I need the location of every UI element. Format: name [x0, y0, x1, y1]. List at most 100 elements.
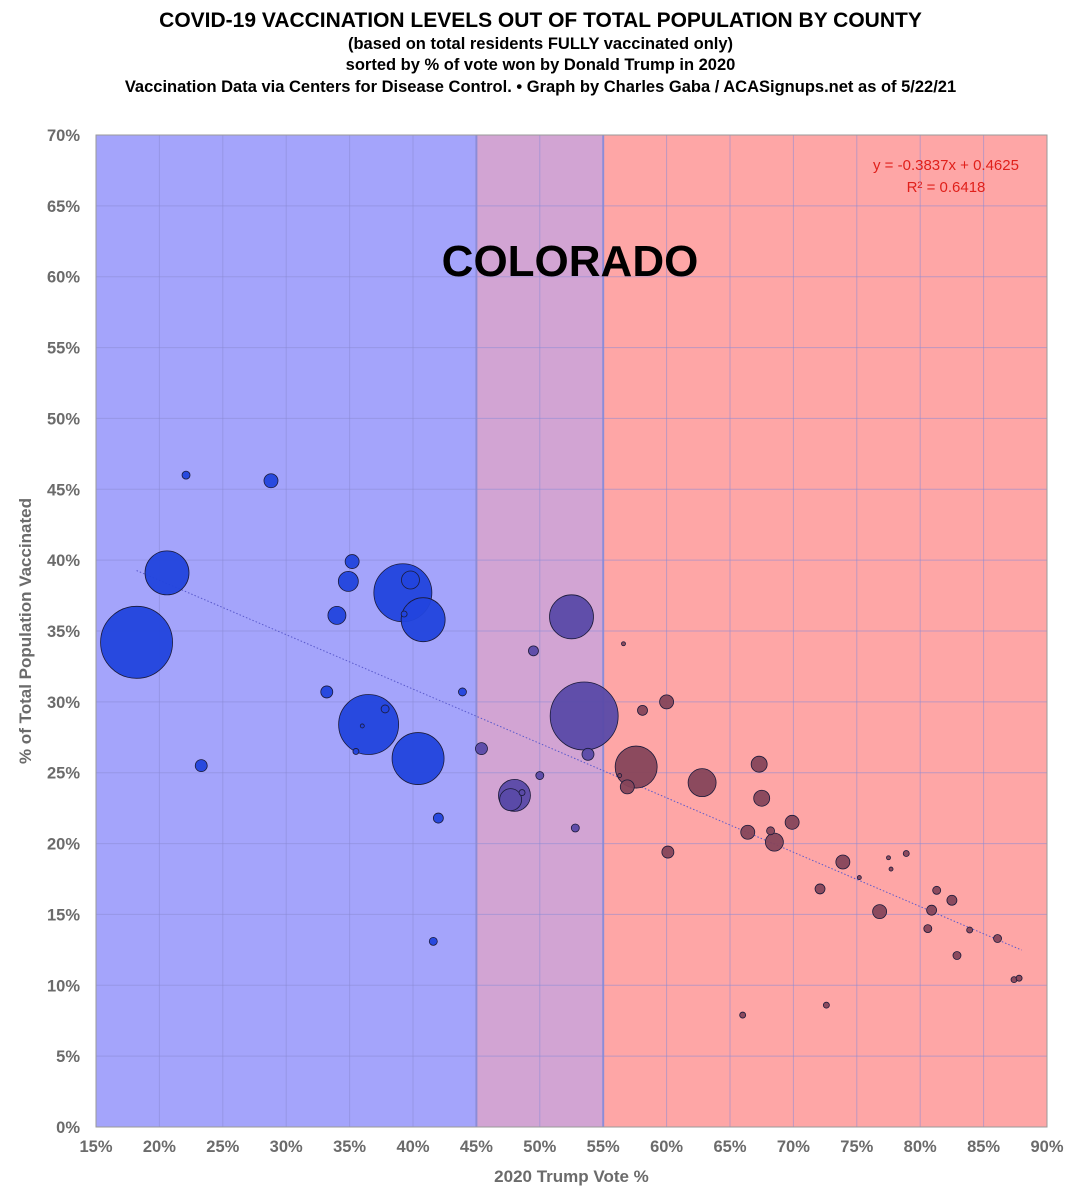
data-point [359, 723, 365, 729]
data-point [337, 571, 359, 592]
data-point [952, 951, 962, 960]
data-point [888, 866, 894, 872]
data-point [400, 610, 408, 618]
chart-credit: Vaccination Data via Centers for Disease… [124, 78, 957, 96]
data-point [458, 687, 467, 697]
x-tick-label: 80% [904, 1138, 937, 1156]
y-tick-label: 45% [47, 481, 80, 499]
y-tick-label: 10% [47, 977, 80, 995]
y-tick-label: 50% [47, 410, 80, 428]
data-point [659, 694, 674, 710]
x-tick-label: 70% [777, 1138, 810, 1156]
data-point [784, 814, 800, 830]
y-tick-label: 55% [47, 340, 80, 358]
data-point [739, 1011, 747, 1019]
x-tick-label: 30% [270, 1138, 303, 1156]
trendline [136, 570, 1022, 951]
data-point [528, 645, 539, 657]
plot-frame [95, 134, 1048, 1128]
data-point [428, 936, 438, 946]
data-point [432, 812, 444, 824]
chart-subtitle-1: (based on total residents FULLY vaccinat… [347, 35, 734, 53]
x-tick-label: 40% [396, 1138, 429, 1156]
data-point [380, 704, 390, 714]
data-point [535, 771, 545, 780]
y-tick-label: 65% [47, 198, 80, 216]
x-tick-label: 90% [1030, 1138, 1063, 1156]
y-tick-label: 25% [47, 765, 80, 783]
data-point [181, 470, 191, 480]
data-point [518, 789, 526, 796]
data-point [401, 570, 420, 590]
x-tick-label: 85% [967, 1138, 1000, 1156]
grid-lines [95, 134, 1048, 1128]
data-point [194, 759, 208, 773]
data-point [400, 597, 446, 643]
trendline-r-squared: R² = 0.6418 [907, 179, 986, 196]
data-point [946, 894, 958, 906]
data-point [814, 883, 826, 895]
data-point [570, 823, 580, 833]
x-tick-label: 55% [587, 1138, 620, 1156]
y-axis-ticks: 0% 5% 10% 15% 20% 25% 30% 35% 40% 45% 50% 55% 60% 65%… [47, 127, 80, 1137]
data-point [835, 854, 851, 870]
data-point [338, 694, 400, 755]
data-point [687, 768, 717, 798]
y-tick-label: 60% [47, 269, 80, 287]
x-tick-label: 15% [79, 1138, 112, 1156]
x-tick-label: 45% [460, 1138, 493, 1156]
data-point [391, 732, 445, 785]
x-axis-ticks: 15% 20% 25% 30% 35% 40% 45% 50% 55% 60% 65% 70% 75% 8… [79, 1138, 1063, 1156]
chart-title-block: COVID-19 VACCINATION LEVELS OUT OF TOTAL… [0, 8, 1081, 98]
x-tick-label: 60% [650, 1138, 683, 1156]
data-point [740, 824, 756, 840]
data-point [766, 826, 775, 836]
data-point [750, 755, 768, 773]
y-tick-label: 20% [47, 836, 80, 854]
data-point [621, 641, 626, 647]
x-tick-label: 35% [333, 1138, 366, 1156]
data-point [902, 850, 910, 857]
x-axis-label: 2020 Trump Vote % [494, 1167, 649, 1186]
y-tick-label: 15% [47, 906, 80, 924]
data-point [856, 875, 862, 880]
data-point [966, 926, 974, 934]
x-tick-label: 50% [523, 1138, 556, 1156]
x-tick-label: 25% [206, 1138, 239, 1156]
x-tick-label: 75% [840, 1138, 873, 1156]
x-tick-label: 20% [143, 1138, 176, 1156]
chart-title: COVID-19 VACCINATION LEVELS OUT OF TOTAL… [159, 9, 922, 32]
data-points [100, 470, 1023, 1019]
data-point [872, 904, 888, 919]
y-tick-label: 5% [56, 1048, 80, 1066]
y-tick-label: 70% [47, 127, 80, 145]
x-tick-label: 65% [713, 1138, 746, 1156]
data-point [144, 550, 190, 596]
data-point [499, 788, 523, 812]
y-tick-label: 30% [47, 694, 80, 712]
data-point [764, 832, 784, 852]
data-point [753, 789, 771, 807]
y-tick-label: 35% [47, 623, 80, 641]
data-point [549, 681, 619, 751]
chart-subtitle-2: sorted by % of vote won by Donald Trump … [345, 56, 736, 74]
data-point [320, 685, 334, 699]
data-point [617, 773, 623, 778]
data-point [923, 924, 933, 933]
data-point [993, 934, 1002, 943]
state-label: COLORADO [442, 237, 699, 286]
data-point [352, 748, 360, 755]
data-point [549, 594, 594, 640]
y-tick-label: 0% [56, 1119, 80, 1137]
data-point [932, 885, 942, 895]
data-point [661, 845, 675, 859]
data-point [926, 904, 938, 916]
data-point [886, 855, 891, 861]
data-point [614, 745, 658, 789]
data-point [100, 605, 173, 679]
data-point [1015, 974, 1023, 982]
data-point [822, 1001, 830, 1009]
trendline-equation: y = -0.3837x + 0.4625 [873, 157, 1019, 174]
y-tick-label: 40% [47, 552, 80, 570]
